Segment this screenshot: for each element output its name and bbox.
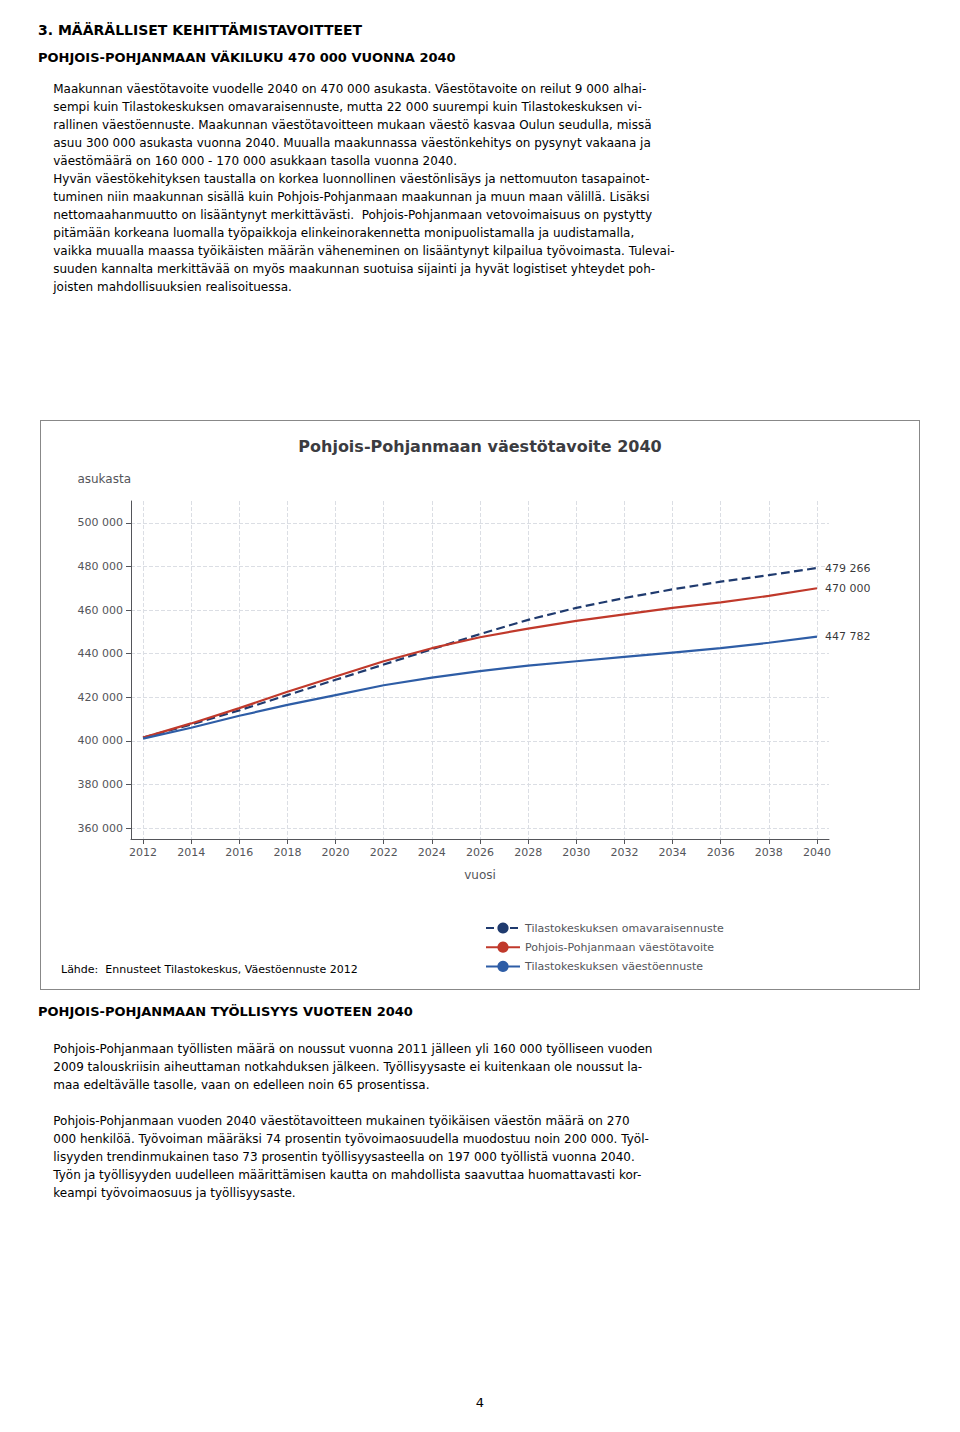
svg-text:2028: 2028 bbox=[514, 846, 542, 859]
svg-text:400 000: 400 000 bbox=[78, 734, 124, 747]
svg-text:Pohjois-Pohjanmaan väestötavoi: Pohjois-Pohjanmaan väestötavoite 2040 bbox=[298, 437, 661, 456]
svg-text:Tilastokeskuksen omavaraisennu: Tilastokeskuksen omavaraisennuste bbox=[524, 922, 724, 935]
svg-text:2030: 2030 bbox=[562, 846, 590, 859]
svg-text:480 000: 480 000 bbox=[78, 560, 124, 573]
html-text:Pohjois-Pohjanmaan työllisten: Pohjois-Pohjanmaan työllisten määrä on n… bbox=[38, 1042, 653, 1056]
svg-text:Lähde: Ennusteet Tilastokesku: Lähde: Ennusteet Tilastokeskus, Väestöen… bbox=[61, 963, 358, 976]
html-text:joisten mahdollisuuksien reali: joisten mahdollisuuksien realisoituessa. bbox=[38, 280, 292, 294]
svg-text:2034: 2034 bbox=[659, 846, 687, 859]
html-text:Maakunnan väestötavoite vuodel: Maakunnan väestötavoite vuodelle 2040 on… bbox=[38, 82, 647, 96]
html-text:maa edeltävälle tasolle, vaan: maa edeltävälle tasolle, vaan on edellee… bbox=[38, 1078, 430, 1092]
svg-text:2024: 2024 bbox=[418, 846, 446, 859]
html-text:Pohjois-Pohjanmaan vuoden 2040: Pohjois-Pohjanmaan vuoden 2040 väestötav… bbox=[38, 1114, 630, 1128]
svg-text:420 000: 420 000 bbox=[78, 691, 124, 704]
html-text:nettomaahanmuutto on lisääntyn: nettomaahanmuutto on lisääntynyt merkitt… bbox=[38, 208, 653, 222]
svg-text:2020: 2020 bbox=[322, 846, 350, 859]
html-text:vaikka muualla maassa työikäis: vaikka muualla maassa työikäisten määrän… bbox=[38, 244, 675, 258]
svg-text:Tilastokeskuksen väestöennuste: Tilastokeskuksen väestöennuste bbox=[524, 960, 703, 973]
svg-text:asukasta: asukasta bbox=[77, 472, 131, 486]
svg-text:2026: 2026 bbox=[466, 846, 494, 859]
svg-text:479 266: 479 266 bbox=[825, 562, 871, 575]
svg-text:2032: 2032 bbox=[610, 846, 638, 859]
html-text:rallinen väestöennuste. Maakun: rallinen väestöennuste. Maakunnan väestö… bbox=[38, 118, 652, 132]
html-text:000 henkilöä. Työvoiman määräk: 000 henkilöä. Työvoiman määräksi 74 pros… bbox=[38, 1132, 649, 1146]
html-text:asuu 300 000 asukasta vuonna 2: asuu 300 000 asukasta vuonna 2040. Muual… bbox=[38, 136, 651, 150]
svg-text:Pohjois-Pohjanmaan väestötavoi: Pohjois-Pohjanmaan väestötavoite bbox=[525, 941, 714, 954]
svg-text:500 000: 500 000 bbox=[78, 516, 124, 529]
html-text:Työn ja työllisyyden uudelleen: Työn ja työllisyyden uudelleen määrittäm… bbox=[38, 1168, 642, 1182]
html-text:POHJOIS-POHJANMAAN VÄKILUKU 47: POHJOIS-POHJANMAAN VÄKILUKU 470 000 VUON… bbox=[38, 50, 456, 65]
html-text:tuminen niin maakunnan sisällä: tuminen niin maakunnan sisällä kuin Pohj… bbox=[38, 190, 650, 204]
svg-text:360 000: 360 000 bbox=[78, 822, 124, 835]
svg-text:2016: 2016 bbox=[225, 846, 253, 859]
html-text:sempi kuin Tilastokeskuksen om: sempi kuin Tilastokeskuksen omavaraisenn… bbox=[38, 100, 642, 114]
html-text:suuden kannalta merkittävää on: suuden kannalta merkittävää on myös maak… bbox=[38, 262, 656, 276]
svg-text:2038: 2038 bbox=[755, 846, 783, 859]
svg-text:447 782: 447 782 bbox=[825, 630, 871, 643]
html-text:lisyyden trendinmukainen taso: lisyyden trendinmukainen taso 73 prosent… bbox=[38, 1150, 635, 1164]
svg-text:vuosi: vuosi bbox=[464, 868, 496, 882]
svg-text:2012: 2012 bbox=[129, 846, 157, 859]
html-text:3. MÄÄRÄLLISET KEHITTÄMISTAVOI: 3. MÄÄRÄLLISET KEHITTÄMISTAVOITTEET bbox=[38, 22, 363, 38]
svg-text:2014: 2014 bbox=[177, 846, 205, 859]
svg-text:2018: 2018 bbox=[273, 846, 301, 859]
html-text:4: 4 bbox=[475, 1395, 485, 1410]
svg-text:380 000: 380 000 bbox=[78, 778, 124, 791]
svg-text:440 000: 440 000 bbox=[78, 647, 124, 660]
svg-text:2022: 2022 bbox=[370, 846, 398, 859]
html-text:2009 talouskriisin aiheuttaman: 2009 talouskriisin aiheuttaman notkahduk… bbox=[38, 1060, 643, 1074]
html-text:Hyvän väestökehityksen taustal: Hyvän väestökehityksen taustalla on kork… bbox=[38, 172, 650, 186]
svg-text:470 000: 470 000 bbox=[825, 582, 871, 595]
svg-text:2036: 2036 bbox=[707, 846, 735, 859]
html-text:pitämään korkeana luomalla työ: pitämään korkeana luomalla työpaikkoja e… bbox=[38, 226, 635, 240]
html-text:keampi työvoimaosuus ja työlli: keampi työvoimaosuus ja työllisyysaste. bbox=[38, 1186, 296, 1200]
html-text:POHJOIS-POHJANMAAN TYÖLLISYYS: POHJOIS-POHJANMAAN TYÖLLISYYS VUOTEEN 20… bbox=[38, 1004, 413, 1019]
svg-text:460 000: 460 000 bbox=[78, 604, 124, 617]
svg-text:2040: 2040 bbox=[803, 846, 831, 859]
html-text:väestömäärä on 160 000 - 170 0: väestömäärä on 160 000 - 170 000 asukkaa… bbox=[38, 154, 457, 168]
